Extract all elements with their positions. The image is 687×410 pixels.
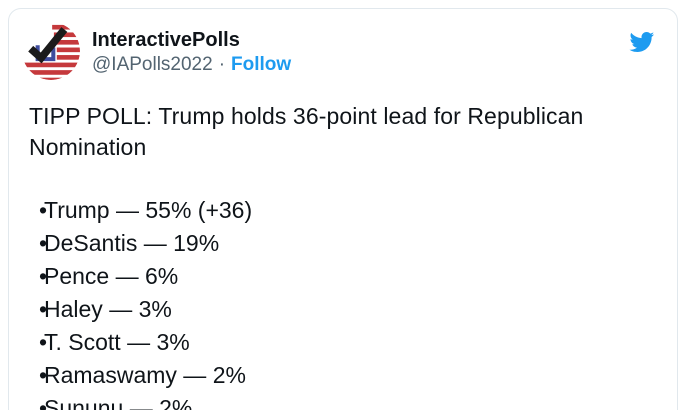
bullet-glyph: • xyxy=(39,197,48,223)
tweet-card: InteractivePolls @IAPolls2022 · Follow T… xyxy=(8,8,678,410)
poll-result-item: • T. Scott — 3% xyxy=(29,326,661,359)
bullet-glyph: • xyxy=(39,329,48,355)
twitter-bird-icon[interactable] xyxy=(626,29,657,55)
tweet-header: InteractivePolls @IAPolls2022 · Follow xyxy=(22,22,661,80)
poll-result-item: • Pence — 6% xyxy=(29,260,661,293)
poll-result-item: • Trump — 55% (+36) xyxy=(29,194,661,227)
author-block: InteractivePolls @IAPolls2022 · Follow xyxy=(92,22,626,77)
bullet-glyph: • xyxy=(39,230,48,256)
bullet-glyph: • xyxy=(39,362,48,388)
follow-link[interactable]: Follow xyxy=(231,54,292,75)
poll-result-item: • DeSantis — 19% xyxy=(29,227,661,260)
bullet-glyph: • xyxy=(39,395,48,410)
bullet-glyph: • xyxy=(39,263,48,289)
poll-result-item: • Haley — 3% xyxy=(29,293,661,326)
bullet-glyph: • xyxy=(39,296,48,322)
poll-result-item: • Sununu — 2% xyxy=(29,392,661,410)
handle-row: @IAPolls2022 · Follow xyxy=(92,52,626,77)
author-display-name[interactable]: InteractivePolls xyxy=(92,29,240,51)
american-flag-ballot-icon xyxy=(22,22,80,80)
poll-result-item: • Ramaswamy — 2% xyxy=(29,359,661,392)
separator-dot: · xyxy=(218,54,226,75)
poll-results-list: • Trump — 55% (+36) • DeSantis — 19% • P… xyxy=(22,194,661,410)
avatar[interactable] xyxy=(22,22,80,80)
author-handle[interactable]: @IAPolls2022 xyxy=(92,54,213,75)
tweet-text: TIPP POLL: Trump holds 36-point lead for… xyxy=(29,103,584,160)
